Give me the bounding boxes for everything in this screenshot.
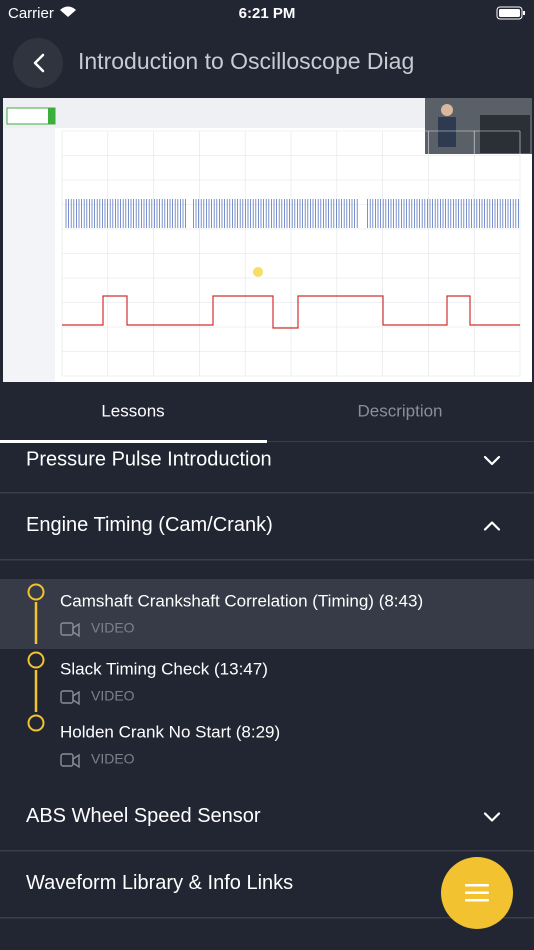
section-header[interactable]: ABS Wheel Speed Sensor (26, 805, 261, 827)
section-header[interactable]: Waveform Library & Info Links (26, 872, 293, 894)
lesson-item[interactable]: Slack Timing Check (13:47) VIDEO (27, 651, 268, 713)
cursor (253, 267, 263, 277)
lesson-type: VIDEO (91, 751, 135, 767)
video-icon (60, 753, 74, 767)
expand-chevron (483, 455, 501, 466)
lesson-type: VIDEO (91, 620, 135, 636)
video-icon (72, 690, 80, 706)
divider (0, 917, 534, 919)
section-header[interactable]: Pressure Pulse Introduction (26, 448, 272, 470)
lesson-type: VIDEO (91, 688, 135, 704)
divider (0, 850, 534, 852)
timeline-dot (27, 714, 45, 732)
section-title: Pressure Pulse Introduction (26, 448, 272, 470)
section-title: Engine Timing (Cam/Crank) (26, 514, 273, 536)
timeline-dot (27, 583, 45, 601)
section-title: Waveform Library & Info Links (26, 872, 293, 894)
scope-trace-blue (65, 199, 519, 228)
menu-fab[interactable] (441, 857, 513, 929)
lesson-highlight (0, 579, 534, 649)
divider (0, 492, 534, 494)
carrier: Carrier (8, 5, 54, 22)
wifi-icon (60, 6, 76, 17)
lesson-item[interactable]: Holden Crank No Start (8:29) VIDEO (27, 714, 281, 769)
video-icon (72, 622, 80, 638)
expand-chevron (483, 812, 501, 822)
tab-divider (267, 441, 534, 442)
section-header[interactable]: Engine Timing (Cam/Crank) (26, 514, 273, 536)
lesson-title: Camshaft Crankshaft Correlation (Timing)… (60, 591, 423, 610)
battery-icon (496, 6, 525, 20)
video-icon (60, 690, 74, 704)
time: 6:21 PM (239, 5, 296, 22)
lesson-item[interactable]: Camshaft Crankshaft Correlation (Timing)… (0, 579, 534, 649)
section-title: ABS Wheel Speed Sensor (26, 805, 261, 827)
tab-indicator (0, 440, 267, 443)
lesson-title: Slack Timing Check (13:47) (60, 659, 268, 678)
lesson-title: Holden Crank No Start (8:29) (60, 722, 280, 741)
lesson-title: Introduction to Oscilloscope Diag (78, 48, 414, 74)
video-player[interactable] (3, 98, 532, 382)
timeline-dot (27, 651, 45, 669)
divider (0, 559, 534, 561)
tab[interactable]: Lessons (101, 401, 164, 420)
scope-trace-red (62, 295, 520, 329)
tab[interactable]: Description (357, 401, 442, 420)
video-icon (72, 753, 80, 769)
collapse-chevron (483, 521, 501, 531)
back-button[interactable] (13, 38, 63, 88)
